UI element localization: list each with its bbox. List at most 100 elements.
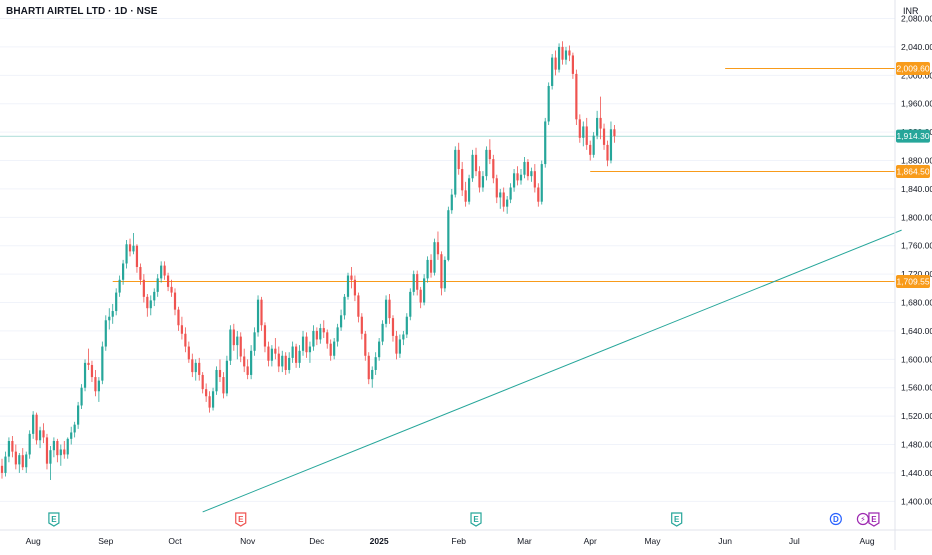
candle-body <box>322 328 325 333</box>
event-letter: E <box>473 515 479 524</box>
candle-body <box>315 330 318 340</box>
candle-body <box>208 396 211 408</box>
candle-body <box>28 433 31 455</box>
time-tick-label: Apr <box>584 536 597 546</box>
price-labels: 2,009.60 1,864.50 1,709.55 1,914.30 <box>896 62 930 289</box>
candle-body <box>38 430 42 441</box>
candle-body <box>592 135 595 155</box>
candle-body <box>450 194 453 211</box>
candle-body <box>443 259 446 289</box>
candle-body <box>32 414 35 434</box>
time-tick-label: Aug <box>859 536 874 546</box>
candle-body <box>547 85 550 122</box>
event-markers[interactable]: E E E E D E⚡ <box>48 512 880 527</box>
time-axis[interactable]: Aug Sep Oct Nov Dec 2025 Feb Mar Apr May Jun Jul Aug <box>26 536 875 546</box>
candle-body <box>429 259 433 273</box>
event-letter: E <box>674 515 680 524</box>
candle-body <box>236 336 239 346</box>
candle-body <box>509 187 512 200</box>
candle-body <box>52 440 55 451</box>
lightning-glyph: ⚡ <box>860 515 866 524</box>
candle-body <box>357 295 360 317</box>
candle-body <box>146 296 149 309</box>
horizontal-levels[interactable] <box>0 68 895 283</box>
price-tick-label: 1,560.00 <box>901 383 932 393</box>
trendline[interactable] <box>202 229 902 513</box>
event-letter: E <box>51 515 57 524</box>
candle-body <box>205 389 208 397</box>
earnings-marker[interactable]: E <box>671 512 683 527</box>
candle-body <box>298 350 301 363</box>
price-tag <box>896 62 930 76</box>
candle-body <box>457 149 460 170</box>
candle-body <box>111 311 114 317</box>
candle-body <box>447 210 450 260</box>
candle-body <box>384 299 388 324</box>
candle-body <box>312 330 315 347</box>
candle-body <box>308 346 312 353</box>
candle-body <box>229 329 232 361</box>
candle-body <box>160 265 163 279</box>
candle-body <box>436 242 440 255</box>
candle-body <box>474 154 478 172</box>
candle-body <box>149 300 152 309</box>
earnings-marker[interactable]: E <box>235 512 247 527</box>
candle-body <box>177 309 180 326</box>
candle-body <box>471 154 474 179</box>
candle-body <box>101 346 104 381</box>
candle-body <box>14 451 17 465</box>
candle-body <box>7 440 11 457</box>
time-tick-label: May <box>644 536 661 546</box>
candle-body <box>115 292 118 312</box>
dividend-marker[interactable]: D <box>829 512 842 526</box>
price-tick-label: 1,400.00 <box>901 496 932 506</box>
candle-body <box>260 299 263 326</box>
candle-body <box>495 178 498 198</box>
candle-body <box>554 57 557 70</box>
currency-label[interactable]: INR <box>903 6 919 16</box>
price-tag <box>896 165 930 179</box>
earnings-marker[interactable]: E⚡ <box>856 512 880 527</box>
candle-body <box>66 438 69 455</box>
candle-body <box>295 346 298 363</box>
price-tick-label: 2,000.00 <box>901 70 932 80</box>
candle-body <box>305 336 308 353</box>
time-tick-label: 2025 <box>370 536 389 546</box>
candle-body <box>270 348 273 361</box>
candle-body <box>246 366 249 375</box>
earnings-marker[interactable]: E <box>48 512 60 527</box>
candle-body <box>18 455 21 465</box>
candle-body <box>416 274 419 290</box>
price-tick-label: 1,520.00 <box>901 411 932 421</box>
candle-body <box>426 259 429 279</box>
candle-body <box>94 377 97 392</box>
event-letter: E <box>238 515 244 524</box>
candle-body <box>180 325 184 334</box>
earnings-marker[interactable]: E <box>470 512 482 527</box>
candle-body <box>166 275 170 287</box>
candle-body <box>173 292 177 310</box>
candle-body <box>440 254 443 289</box>
candle-body <box>523 161 526 175</box>
price-tick-label: 1,840.00 <box>901 184 932 194</box>
candle-body <box>170 286 173 293</box>
candle-body <box>135 245 139 268</box>
price-tick-label: 1,480.00 <box>901 440 932 450</box>
earnings-icon <box>48 512 60 527</box>
candle-body <box>326 332 329 344</box>
candle-body <box>599 117 602 129</box>
candle-body <box>398 339 401 354</box>
price-tag-label: 1,864.50 <box>896 167 929 177</box>
candle-body <box>87 362 90 365</box>
time-tick-label: Mar <box>517 536 532 546</box>
candle-body <box>243 356 246 367</box>
candle-body <box>80 387 83 406</box>
candle-body <box>568 50 571 56</box>
candle-body <box>263 325 267 347</box>
candle-body <box>367 355 370 380</box>
candle-body <box>409 291 412 317</box>
candle-body <box>49 450 52 464</box>
